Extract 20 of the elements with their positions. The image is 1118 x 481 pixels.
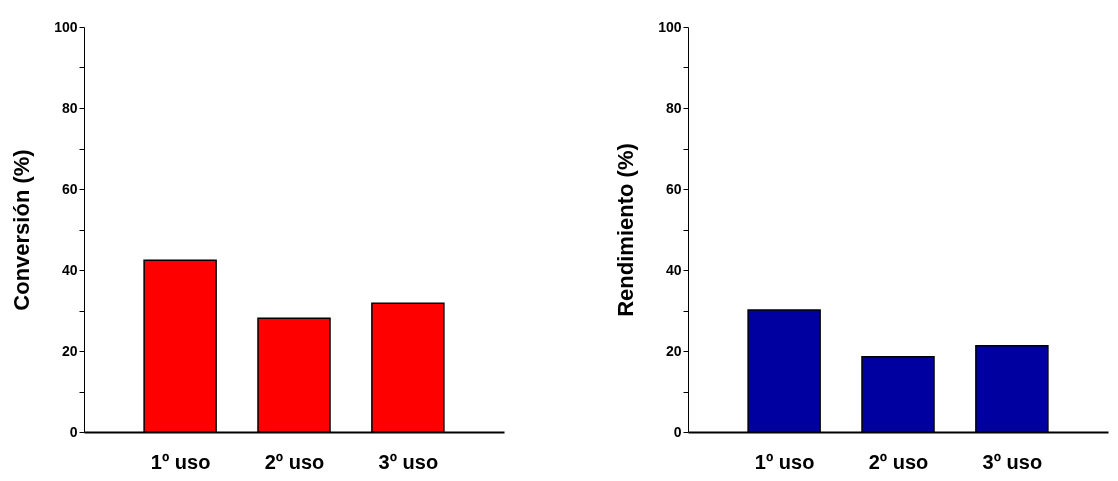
- y-tick-label: 60: [61, 180, 78, 197]
- y-tick-label: 40: [665, 261, 682, 278]
- y-tick-label: 0: [673, 423, 682, 440]
- x-tick-label: 2º uso: [264, 450, 325, 473]
- y-tick-label: 0: [69, 423, 78, 440]
- x-tick-label: 1º uso: [150, 450, 211, 473]
- y-tick-label: 80: [61, 99, 78, 116]
- y-tick-label: 100: [658, 18, 682, 35]
- y-axis-title: Conversión (%): [9, 149, 35, 311]
- y-tick-label: 80: [665, 99, 682, 116]
- y-tick-label: 60: [665, 180, 682, 197]
- x-tick-label: 2º uso: [868, 450, 929, 473]
- y-axis-title: Rendimiento (%): [613, 143, 639, 317]
- x-tick-label: 3º uso: [378, 450, 439, 473]
- y-tick-label: 20: [665, 342, 682, 359]
- y-tick-label: 100: [54, 18, 78, 35]
- x-tick-label: 3º uso: [982, 450, 1043, 473]
- x-tick-label: 1º uso: [754, 450, 815, 473]
- y-tick-label: 20: [61, 342, 78, 359]
- y-tick-label: 40: [61, 261, 78, 278]
